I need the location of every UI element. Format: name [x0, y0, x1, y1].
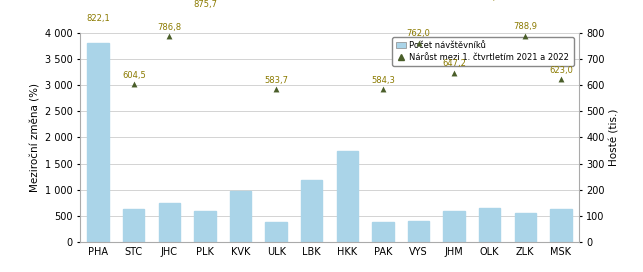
Text: 647,2: 647,2: [442, 60, 466, 69]
Bar: [266, 222, 287, 242]
Y-axis label: Meziroční změna (%): Meziroční změna (%): [31, 83, 41, 192]
Point: [378, 87, 388, 91]
Point: [271, 87, 281, 91]
Point: [413, 41, 424, 45]
Point: [200, 11, 210, 15]
Bar: [301, 180, 322, 242]
Bar: [372, 222, 394, 242]
Bar: [194, 211, 215, 242]
Bar: [337, 152, 358, 242]
Bar: [123, 209, 145, 242]
Text: 875,7: 875,7: [193, 0, 217, 9]
Text: 822,1: 822,1: [86, 14, 110, 23]
Point: [556, 77, 566, 81]
Text: 900,6: 900,6: [478, 0, 502, 2]
Text: 786,8: 786,8: [158, 23, 181, 32]
Text: 623,0: 623,0: [549, 66, 573, 75]
Text: 583,7: 583,7: [264, 76, 288, 85]
Text: 788,9: 788,9: [513, 22, 538, 31]
Bar: [408, 221, 430, 242]
Point: [93, 25, 104, 29]
Bar: [514, 213, 536, 242]
Text: 584,3: 584,3: [371, 76, 395, 85]
Bar: [444, 211, 465, 242]
Point: [520, 33, 530, 38]
Bar: [230, 191, 251, 242]
Legend: Počet návštěvníků, Nárůst mezi 1. čtvrtletím 2021 a 2022: Počet návštěvníků, Nárůst mezi 1. čtvrtl…: [392, 37, 574, 66]
Bar: [159, 203, 180, 242]
Y-axis label: Hosté (tis.): Hosté (tis.): [609, 109, 619, 166]
Text: 762,0: 762,0: [406, 29, 430, 38]
Bar: [87, 43, 109, 242]
Point: [164, 34, 174, 38]
Bar: [550, 209, 572, 242]
Point: [129, 82, 139, 86]
Point: [449, 70, 459, 75]
Bar: [479, 208, 500, 242]
Text: 604,5: 604,5: [122, 71, 146, 80]
Point: [485, 4, 495, 8]
